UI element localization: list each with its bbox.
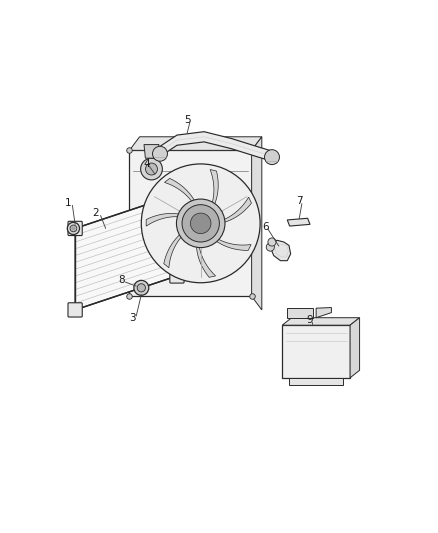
Circle shape [152,146,167,161]
Polygon shape [251,137,262,310]
Polygon shape [75,195,177,310]
Text: 6: 6 [262,222,268,232]
FancyBboxPatch shape [170,188,184,201]
Polygon shape [144,144,159,158]
Polygon shape [287,308,313,318]
Circle shape [67,222,80,235]
Circle shape [137,284,145,292]
FancyBboxPatch shape [68,221,82,236]
Polygon shape [213,237,251,251]
Polygon shape [130,150,251,296]
Polygon shape [220,197,251,223]
Text: 9: 9 [306,315,313,325]
Polygon shape [282,318,360,325]
Circle shape [145,163,158,175]
Polygon shape [164,232,184,268]
Circle shape [266,243,274,251]
Text: 4: 4 [143,159,150,169]
Circle shape [268,238,276,246]
Polygon shape [287,218,310,226]
Circle shape [134,280,149,295]
Polygon shape [156,132,276,162]
Text: 8: 8 [119,275,125,285]
Polygon shape [146,213,183,226]
Polygon shape [289,378,343,385]
Polygon shape [316,308,332,318]
FancyBboxPatch shape [170,269,184,283]
Polygon shape [130,137,262,150]
Polygon shape [165,179,196,205]
Text: 1: 1 [65,198,72,208]
Circle shape [177,199,225,248]
Circle shape [70,225,77,232]
Circle shape [141,158,162,180]
Text: 2: 2 [92,208,99,218]
Polygon shape [210,169,218,208]
Circle shape [191,213,211,233]
Text: 3: 3 [130,313,136,324]
FancyBboxPatch shape [68,303,82,317]
Polygon shape [177,223,191,247]
Circle shape [265,150,279,165]
Text: 5: 5 [184,115,191,125]
Polygon shape [270,240,291,261]
Polygon shape [350,318,360,378]
Text: 7: 7 [296,196,303,206]
Polygon shape [196,243,215,277]
Circle shape [141,164,260,282]
Polygon shape [282,325,350,378]
Circle shape [182,205,219,242]
